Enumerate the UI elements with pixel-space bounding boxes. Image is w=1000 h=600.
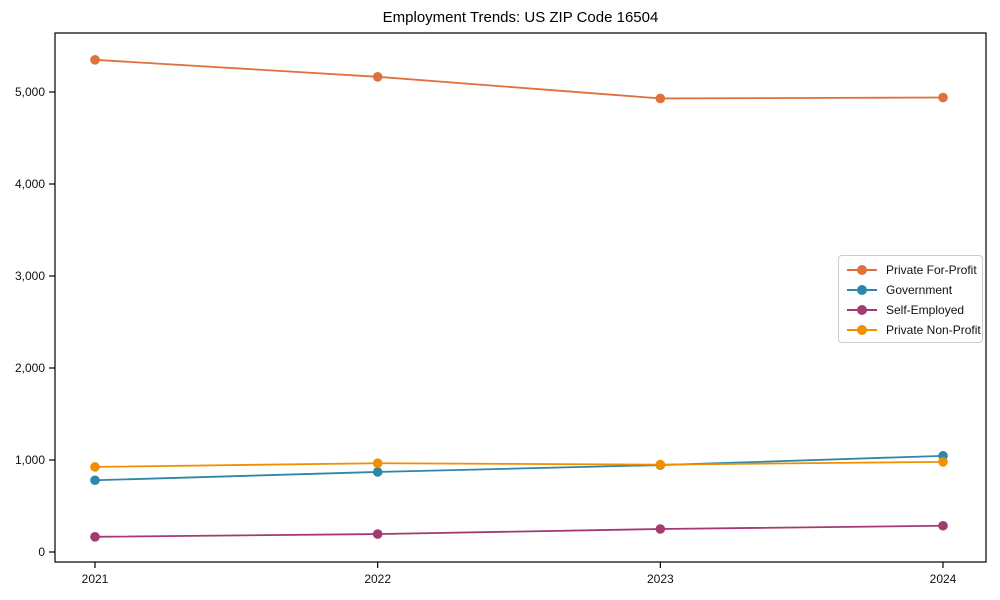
data-point-private-for-profit-2024 <box>938 92 948 103</box>
data-point-self-employed-2023 <box>655 524 666 534</box>
legend-item-label: Self-Employed <box>886 303 965 317</box>
y-axis-tick-label: 5,000 <box>15 85 45 99</box>
data-point-self-employed-2021 <box>90 532 100 542</box>
legend-marker-icon <box>847 305 877 315</box>
y-axis-tick-label: 3,000 <box>15 269 45 283</box>
data-point-private-non-profit-2021 <box>90 462 100 472</box>
x-axis-tick-label: 2023 <box>647 572 674 586</box>
y-axis-tick-label: 0 <box>38 545 45 559</box>
legend-item-label: Private For-Profit <box>886 263 977 277</box>
data-point-private-non-profit-2024 <box>938 457 948 467</box>
x-axis-tick-label: 2022 <box>364 572 391 586</box>
legend-item-self-employed: Self-Employed <box>846 300 982 320</box>
data-point-private-for-profit-2023 <box>655 93 666 104</box>
chart-title: Employment Trends: US ZIP Code 16504 <box>382 9 659 26</box>
legend-item-private-non-profit: Private Non-Profit <box>846 320 982 340</box>
data-point-government-2022 <box>372 467 383 477</box>
series-line-private-for-profit <box>94 58 944 100</box>
legend-marker-icon <box>847 285 877 295</box>
data-point-government-2021 <box>90 475 100 486</box>
data-point-private-for-profit-2022 <box>372 72 383 82</box>
y-axis-tick-label: 4,000 <box>15 177 45 191</box>
data-point-private-non-profit-2022 <box>372 458 383 469</box>
x-axis-tick-label: 2024 <box>930 572 957 586</box>
data-point-self-employed-2024 <box>938 520 948 531</box>
legend-item-label: Private Non-Profit <box>886 323 981 337</box>
legend: Private For-Profit Government Self-Employe… <box>838 255 983 343</box>
data-point-private-non-profit-2023 <box>655 459 666 470</box>
legend-marker-icon <box>847 325 877 335</box>
plot-area-border <box>54 32 987 563</box>
data-point-private-for-profit-2021 <box>90 55 100 65</box>
legend-marker-icon <box>847 265 877 275</box>
x-axis-tick-label: 2021 <box>82 572 109 586</box>
series-line-self-employed <box>94 524 944 538</box>
y-axis-tick-label: 2,000 <box>15 361 45 375</box>
legend-item-label: Government <box>886 283 953 297</box>
legend-item-private-for-profit: Private For-Profit <box>846 260 982 280</box>
series-line-private-non-profit <box>94 460 944 468</box>
legend-item-government: Government <box>846 280 982 300</box>
data-point-self-employed-2022 <box>372 529 383 539</box>
y-axis-tick-label: 1,000 <box>15 453 45 467</box>
series-line-government <box>94 454 944 482</box>
